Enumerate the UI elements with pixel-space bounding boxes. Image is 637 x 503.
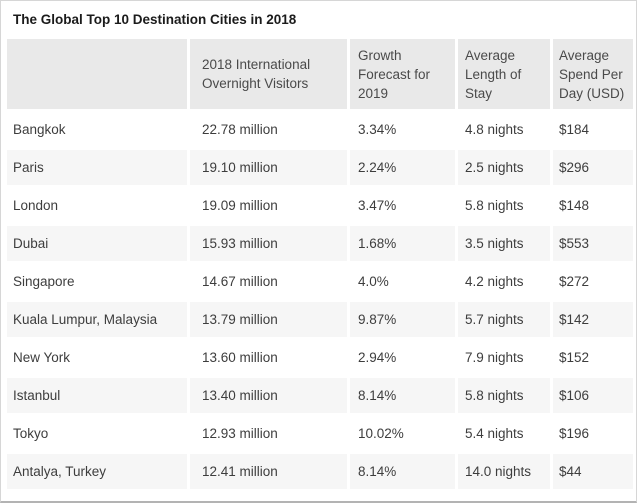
cell-city: Dubai	[7, 226, 187, 261]
table-row: Paris 19.10 million 2.24% 2.5 nights $29…	[7, 150, 633, 185]
header-average-spend-per-day: Average Spend Per Day (USD)	[553, 39, 633, 109]
cell-visitors: 12.93 million	[190, 416, 347, 451]
cell-stay: 4.8 nights	[458, 112, 550, 147]
table-row: Kuala Lumpur, Malaysia 13.79 million 9.8…	[7, 302, 633, 337]
cell-growth: 9.87%	[350, 302, 455, 337]
cell-growth: 3.34%	[350, 112, 455, 147]
cell-visitors: 13.60 million	[190, 340, 347, 375]
header-growth-forecast: Growth Forecast for 2019	[350, 39, 455, 109]
table-row: London 19.09 million 3.47% 5.8 nights $1…	[7, 188, 633, 223]
cell-growth: 10.02%	[350, 416, 455, 451]
header-average-length-of-stay: Average Length of Stay	[458, 39, 550, 109]
header-city-blank	[7, 39, 187, 109]
table-header-row: 2018 International Overnight Visitors Gr…	[7, 39, 633, 109]
cell-spend: $296	[553, 150, 633, 185]
table-row: Antalya, Turkey 12.41 million 8.14% 14.0…	[7, 454, 633, 489]
cell-spend: $272	[553, 264, 633, 299]
cell-visitors: 22.78 million	[190, 112, 347, 147]
cell-city: Antalya, Turkey	[7, 454, 187, 489]
cell-stay: 2.5 nights	[458, 150, 550, 185]
cell-stay: 5.7 nights	[458, 302, 550, 337]
cell-visitors: 19.09 million	[190, 188, 347, 223]
cell-spend: $142	[553, 302, 633, 337]
cell-growth: 2.24%	[350, 150, 455, 185]
cell-city: Bangkok	[7, 112, 187, 147]
cell-spend: $44	[553, 454, 633, 489]
page-title: The Global Top 10 Destination Cities in …	[13, 12, 297, 27]
cell-spend: $553	[553, 226, 633, 261]
cell-growth: 1.68%	[350, 226, 455, 261]
cell-spend: $106	[553, 378, 633, 413]
cell-stay: 5.4 nights	[458, 416, 550, 451]
cell-stay: 4.2 nights	[458, 264, 550, 299]
cell-visitors: 15.93 million	[190, 226, 347, 261]
table-row: Tokyo 12.93 million 10.02% 5.4 nights $1…	[7, 416, 633, 451]
cell-spend: $152	[553, 340, 633, 375]
cell-spend: $148	[553, 188, 633, 223]
cell-city: Singapore	[7, 264, 187, 299]
table-row: Bangkok 22.78 million 3.34% 4.8 nights $…	[7, 112, 633, 147]
cell-stay: 5.8 nights	[458, 188, 550, 223]
table-row: Dubai 15.93 million 1.68% 3.5 nights $55…	[7, 226, 633, 261]
cell-city: Tokyo	[7, 416, 187, 451]
cell-city: Kuala Lumpur, Malaysia	[7, 302, 187, 337]
table-row: New York 13.60 million 2.94% 7.9 nights …	[7, 340, 633, 375]
cell-stay: 5.8 nights	[458, 378, 550, 413]
cell-growth: 4.0%	[350, 264, 455, 299]
cell-city: Paris	[7, 150, 187, 185]
cell-visitors: 12.41 million	[190, 454, 347, 489]
cell-city: New York	[7, 340, 187, 375]
table-row: Singapore 14.67 million 4.0% 4.2 nights …	[7, 264, 633, 299]
cell-growth: 2.94%	[350, 340, 455, 375]
cell-visitors: 13.40 million	[190, 378, 347, 413]
cell-visitors: 14.67 million	[190, 264, 347, 299]
cell-stay: 7.9 nights	[458, 340, 550, 375]
cell-spend: $196	[553, 416, 633, 451]
cell-stay: 3.5 nights	[458, 226, 550, 261]
cell-growth: 3.47%	[350, 188, 455, 223]
cell-visitors: 13.79 million	[190, 302, 347, 337]
cell-visitors: 19.10 million	[190, 150, 347, 185]
cell-growth: 8.14%	[350, 378, 455, 413]
destination-cities-table: 2018 International Overnight Visitors Gr…	[4, 36, 636, 492]
cell-growth: 8.14%	[350, 454, 455, 489]
cell-city: Istanbul	[7, 378, 187, 413]
cell-spend: $184	[553, 112, 633, 147]
cell-city: London	[7, 188, 187, 223]
table-row: Istanbul 13.40 million 8.14% 5.8 nights …	[7, 378, 633, 413]
cell-stay: 14.0 nights	[458, 454, 550, 489]
header-overnight-visitors: 2018 International Overnight Visitors	[190, 39, 347, 109]
